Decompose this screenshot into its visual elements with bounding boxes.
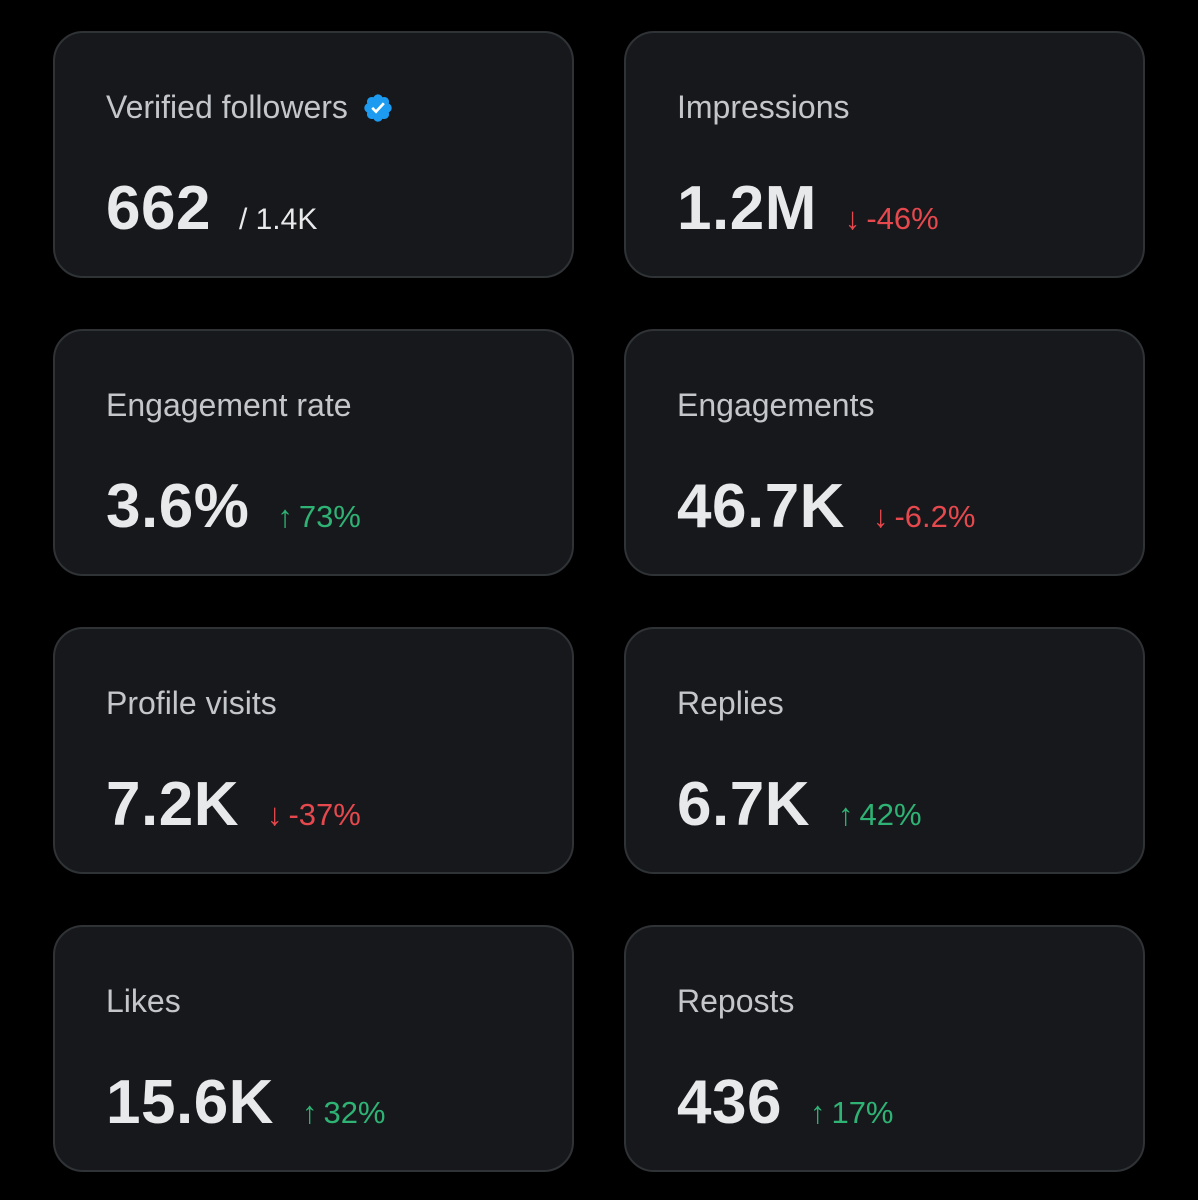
metric-value-row: 7.2K ↓ -37% <box>106 769 361 840</box>
metric-card-impressions[interactable]: Impressions 1.2M ↓ -46% <box>624 31 1145 278</box>
arrow-down-icon: ↓ <box>872 499 889 534</box>
metric-label-text: Verified followers <box>106 89 348 125</box>
metric-value: 15.6K <box>106 1068 274 1137</box>
metric-label-text: Engagements <box>677 387 875 423</box>
metric-value: 3.6% <box>106 472 250 541</box>
metric-value-row: 1.2M ↓ -46% <box>677 173 939 244</box>
verified-badge-icon <box>362 92 394 124</box>
metric-value: 436 <box>677 1068 782 1137</box>
metric-change: ↓ -6.2% <box>873 499 975 535</box>
metric-value-row: 6.7K ↑ 42% <box>677 769 922 840</box>
metric-label-text: Likes <box>106 983 181 1019</box>
metric-label-text: Impressions <box>677 89 850 125</box>
metric-card-engagement-rate[interactable]: Engagement rate 3.6% ↑ 73% <box>53 329 574 576</box>
metric-card-profile-visits[interactable]: Profile visits 7.2K ↓ -37% <box>53 627 574 874</box>
metric-label: Profile visits <box>106 685 277 722</box>
metric-label: Verified followers <box>106 89 394 126</box>
metric-change-value: 32% <box>323 1095 386 1130</box>
metric-label: Reposts <box>677 983 794 1020</box>
metric-label-text: Reposts <box>677 983 795 1019</box>
metric-change: ↑ 73% <box>277 499 361 535</box>
metric-change: ↑ 17% <box>810 1095 894 1131</box>
metric-change-value: -37% <box>288 797 361 832</box>
metric-label: Likes <box>106 983 181 1020</box>
metric-value: 662 <box>106 174 211 243</box>
metric-value: 6.7K <box>677 770 810 839</box>
metric-label: Engagements <box>677 387 874 424</box>
metric-label-text: Replies <box>677 685 784 721</box>
arrow-up-icon: ↑ <box>301 1095 318 1130</box>
arrow-down-icon: ↓ <box>266 797 283 832</box>
metric-change-value: 42% <box>859 797 922 832</box>
metric-value: 7.2K <box>106 770 239 839</box>
metric-change: ↑ 42% <box>838 797 922 833</box>
metric-change-value: -6.2% <box>894 499 976 534</box>
metric-card-reposts[interactable]: Reposts 436 ↑ 17% <box>624 925 1145 1172</box>
metric-card-likes[interactable]: Likes 15.6K ↑ 32% <box>53 925 574 1172</box>
metric-label-text: Profile visits <box>106 685 277 721</box>
metric-card-engagements[interactable]: Engagements 46.7K ↓ -6.2% <box>624 329 1145 576</box>
arrow-down-icon: ↓ <box>844 201 861 236</box>
arrow-up-icon: ↑ <box>809 1095 826 1130</box>
arrow-up-icon: ↑ <box>837 797 854 832</box>
metric-change-value: -46% <box>866 201 939 236</box>
arrow-up-icon: ↑ <box>277 499 293 534</box>
metric-label-text: Engagement rate <box>106 387 352 423</box>
metric-value: 1.2M <box>677 174 817 243</box>
metric-card-replies[interactable]: Replies 6.7K ↑ 42% <box>624 627 1145 874</box>
metric-value-row: 3.6% ↑ 73% <box>106 471 361 542</box>
metric-value-row: 662 / 1.4K <box>106 173 317 244</box>
metric-value-row: 15.6K ↑ 32% <box>106 1067 386 1138</box>
metric-value-row: 436 ↑ 17% <box>677 1067 894 1138</box>
metric-change-value: 73% <box>298 499 361 534</box>
metric-change: ↑ 32% <box>302 1095 386 1131</box>
metric-change-value: 17% <box>831 1095 894 1130</box>
metric-total: / 1.4K <box>238 203 318 236</box>
metric-value-row: 46.7K ↓ -6.2% <box>677 471 975 542</box>
metric-label: Replies <box>677 685 784 722</box>
metric-change: ↓ -46% <box>845 201 939 237</box>
metric-label: Engagement rate <box>106 387 352 424</box>
metric-value: 46.7K <box>677 472 845 541</box>
metric-change: ↓ -37% <box>267 797 361 833</box>
metric-card-verified-followers[interactable]: Verified followers 662 / 1.4K <box>53 31 574 278</box>
metric-label: Impressions <box>677 89 850 126</box>
